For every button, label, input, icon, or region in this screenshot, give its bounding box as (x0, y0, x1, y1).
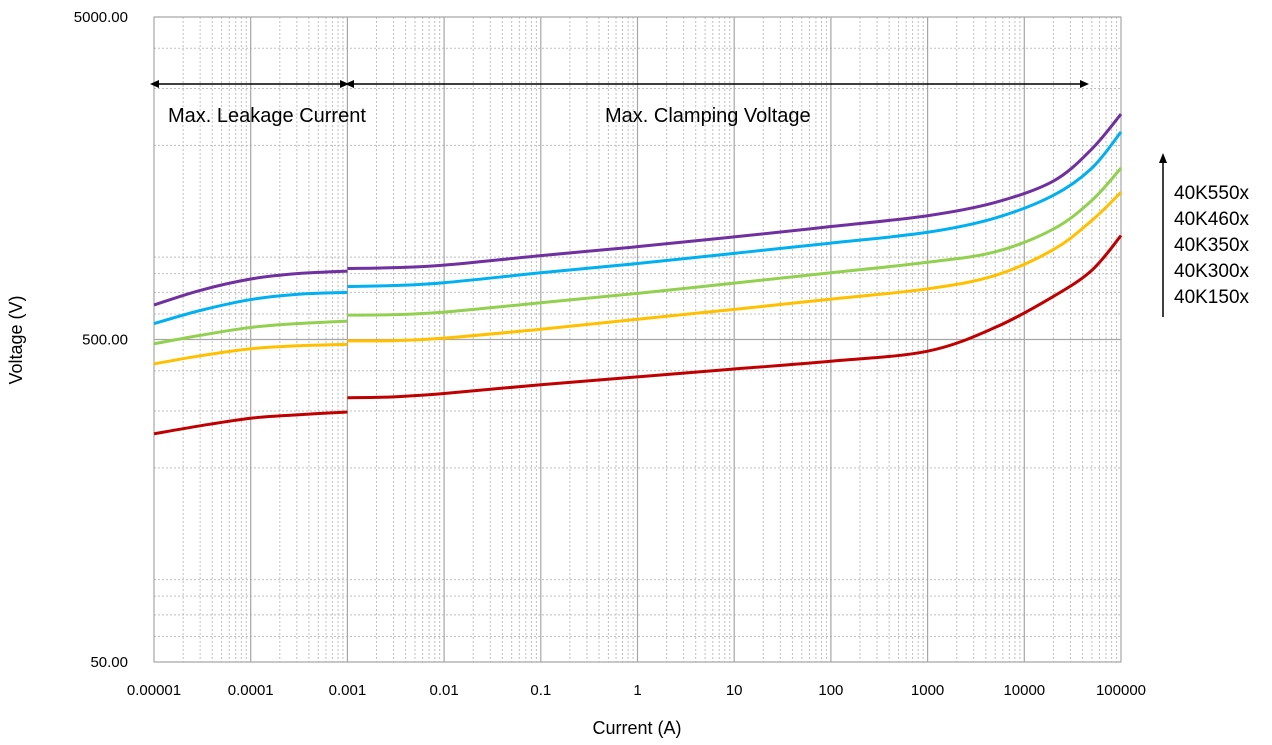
annotation-arrows (150, 80, 1089, 88)
series-40K350x (153, 167, 1123, 346)
x-tick-label: 0.01 (429, 682, 458, 699)
x-tick-label: 0.1 (530, 682, 551, 699)
x-axis-title: Current (A) (592, 718, 681, 738)
series-line-40K350x-segment-2 (347, 167, 1123, 317)
x-tick-label: 1 (633, 682, 641, 699)
leakage-annotation: Max. Leakage Current (168, 105, 366, 127)
legend-item: 40K460x (1174, 209, 1250, 230)
y-axis-title: Voltage (V) (6, 295, 26, 384)
series-40K150x (153, 234, 1123, 436)
y-tick-label: 5000.00 (74, 9, 128, 26)
series-line-40K350x-segment-1 (153, 319, 348, 346)
series-line-40K150x-segment-1 (153, 410, 348, 436)
clamping-annotation: Max. Clamping Voltage (605, 105, 811, 127)
legend-arrow-head (1159, 153, 1167, 163)
x-tick-label: 0.00001 (127, 682, 181, 699)
x-tick-label: 10000 (1003, 682, 1045, 699)
clamping-arrow-right-head (1080, 80, 1089, 88)
legend-item: 40K550x (1174, 183, 1250, 204)
legend-item: 40K300x (1174, 261, 1250, 282)
x-tick-label: 0.0001 (228, 682, 274, 699)
series-line-40K460x-segment-2 (347, 131, 1123, 288)
x-tick-labels: 0.00001 0.0001 0.001 0.01 0.1 1 10 100 1000 10000… (127, 682, 1146, 699)
series-line-40K550x-segment-1 (153, 269, 348, 307)
series-40K300x (153, 191, 1123, 366)
leakage-arrow-right-head (340, 80, 349, 88)
series-line-40K550x-segment-2 (347, 113, 1123, 271)
clamping-arrow-left-head (345, 80, 354, 88)
legend-item: 40K350x (1174, 235, 1250, 256)
minor-gridlines (154, 17, 1121, 662)
x-tick-label: 0.001 (329, 682, 367, 699)
x-tick-label: 10 (726, 682, 743, 699)
legend-item: 40K150x (1174, 287, 1250, 308)
leakage-arrow-left-head (150, 80, 159, 88)
x-tick-label: 100 (818, 682, 843, 699)
y-tick-label: 50.00 (90, 654, 128, 671)
series-line-40K150x-segment-2 (347, 234, 1123, 400)
y-tick-labels: 5000.00 500.00 50.00 (74, 9, 128, 671)
series-40K550x (153, 113, 1123, 307)
x-tick-label: 100000 (1096, 682, 1146, 699)
legend: 40K550x 40K460x 40K350x 40K300x 40K150x (1159, 153, 1250, 317)
plot-area-border (153, 16, 1122, 663)
series-40K460x (153, 131, 1123, 326)
series-line-40K300x-segment-1 (153, 342, 348, 366)
y-tick-label: 500.00 (82, 332, 128, 349)
x-tick-label: 1000 (911, 682, 944, 699)
series-line-40K300x-segment-2 (347, 191, 1123, 343)
series-layer (153, 113, 1123, 436)
series-line-40K460x-segment-1 (153, 290, 348, 326)
